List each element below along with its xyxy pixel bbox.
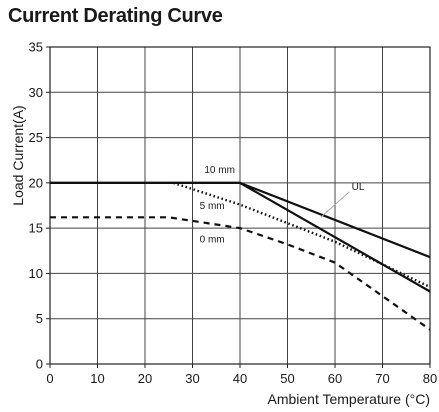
y-tick-label: 15 — [29, 221, 43, 236]
x-tick-label: 0 — [46, 371, 53, 386]
y-tick-label: 25 — [29, 130, 43, 145]
chart-title: Current Derating Curve — [8, 5, 223, 27]
x-tick-label: 10 — [90, 371, 104, 386]
x-tick-label: 20 — [138, 371, 152, 386]
x-tick-label: 70 — [375, 371, 389, 386]
series-line-10-mm — [50, 181, 431, 293]
x-axis-label: Ambient Temperature (°C) — [267, 391, 430, 407]
x-tick-label: 40 — [233, 371, 247, 386]
y-axis-label: Load Current(A) — [10, 105, 26, 205]
x-tick-label: 50 — [280, 371, 294, 386]
annotation-label: UL — [352, 182, 365, 193]
x-tick-label: 60 — [328, 371, 342, 386]
series-line-0-mm — [50, 216, 431, 331]
y-tick-label: 10 — [29, 266, 43, 281]
y-tick-label: 35 — [29, 40, 43, 55]
annotation-label: 0 mm — [200, 235, 225, 246]
x-tick-label: 80 — [423, 371, 437, 386]
y-tick-label: 20 — [29, 175, 43, 190]
x-tick-label: 30 — [185, 371, 199, 386]
y-tick-label: 30 — [29, 85, 43, 100]
y-tick-label: 0 — [36, 357, 43, 372]
ul-leader-line — [320, 191, 350, 218]
y-tick-label: 5 — [36, 311, 43, 326]
annotation-label: 5 mm — [200, 201, 225, 212]
series-line-5-mm — [173, 181, 431, 289]
annotation-label: 10 mm — [204, 165, 235, 176]
